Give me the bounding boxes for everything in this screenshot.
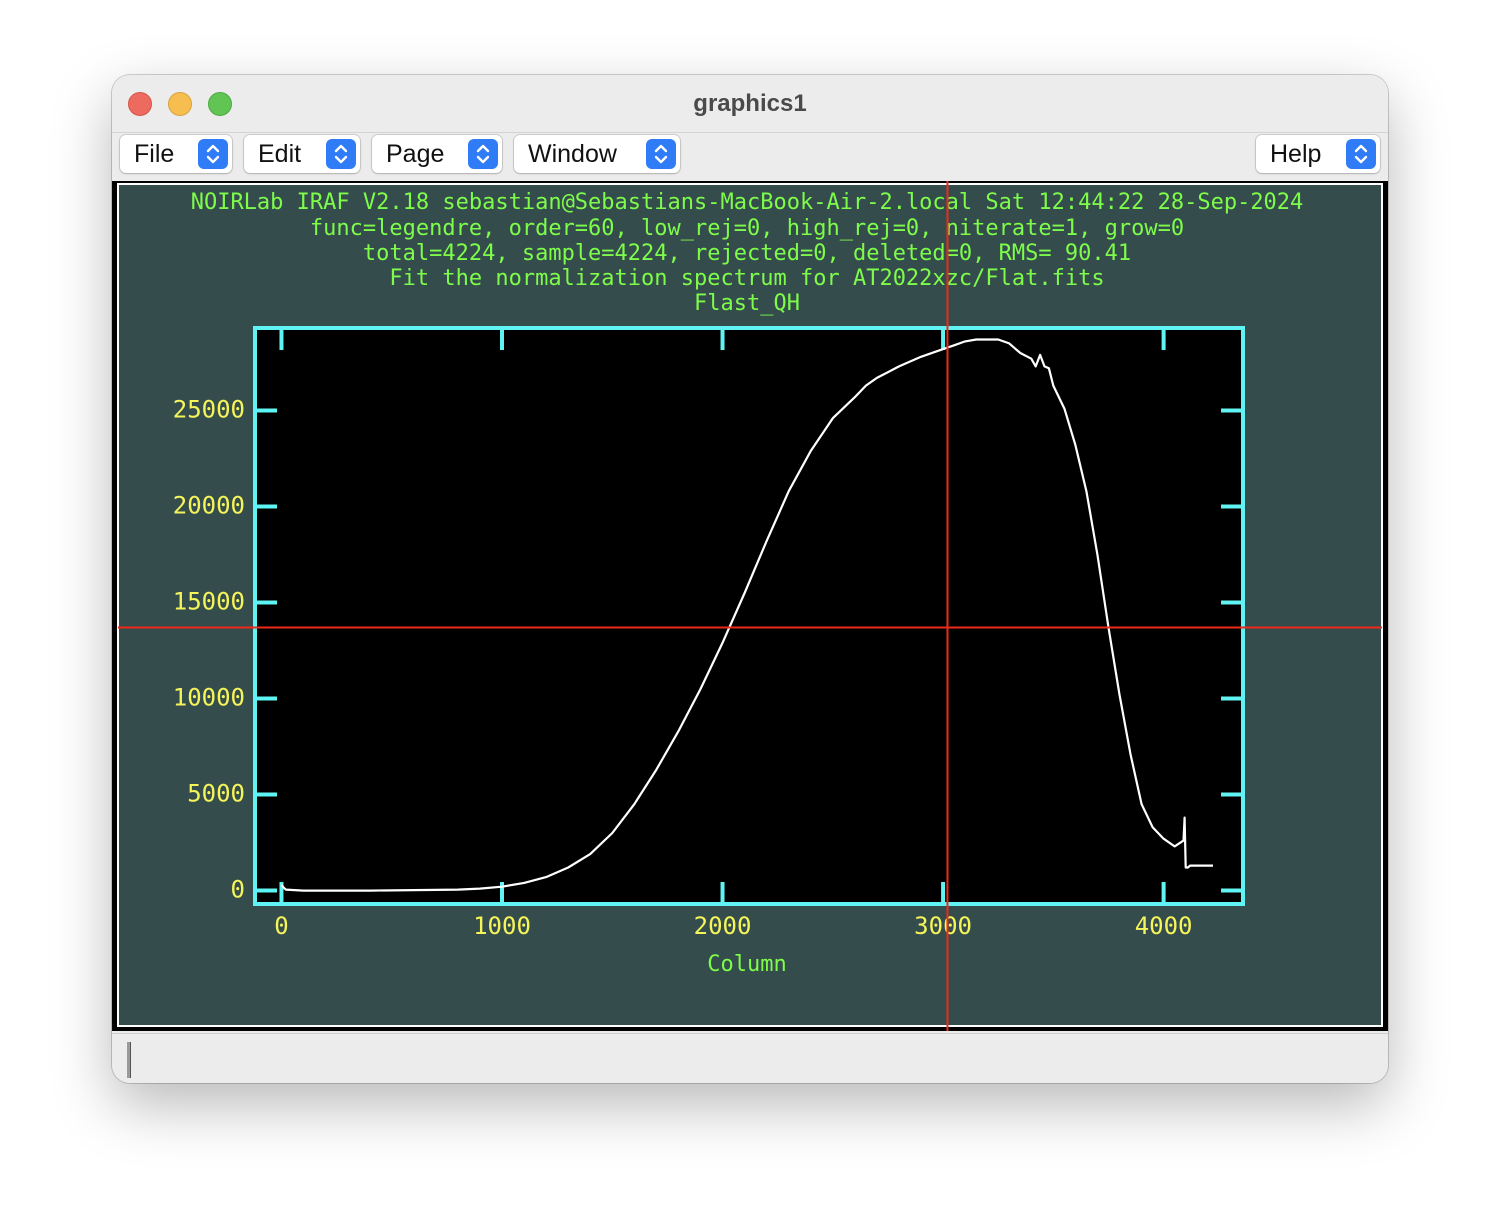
graphics-canvas[interactable]: NOIRLab IRAF V2.18 sebastian@Sebastians-… bbox=[112, 181, 1388, 1031]
status-bar[interactable] bbox=[112, 1033, 1388, 1083]
spectrum-curve bbox=[280, 338, 1213, 892]
plot-svg[interactable]: NOIRLab IRAF V2.18 sebastian@Sebastians-… bbox=[112, 181, 1388, 1031]
file-menu[interactable]: File bbox=[120, 135, 232, 173]
page-menu[interactable]: Page bbox=[372, 135, 502, 173]
window-title: graphics1 bbox=[693, 90, 807, 117]
x-tick-label: 4000 bbox=[1135, 912, 1193, 940]
y-tick-label: 5000 bbox=[187, 780, 245, 808]
y-tick-label: 10000 bbox=[173, 684, 245, 712]
plot-area bbox=[255, 328, 1243, 904]
graphics-window: graphics1 File Edit Page Window Help NOI… bbox=[112, 75, 1388, 1083]
updown-chevron-icon bbox=[468, 139, 498, 169]
tick-labels: 0 1000 2000 3000 4000 0 5000 10000 15000 20000 250… bbox=[173, 396, 1193, 940]
file-menu-label: File bbox=[134, 140, 175, 168]
plot-header-line: total=4224, sample=4224, rejected=0, del… bbox=[363, 241, 1131, 266]
axis-frame bbox=[253, 326, 1245, 906]
plot-header-line: func=legendre, order=60, low_rej=0, high… bbox=[310, 216, 1184, 241]
window-menu[interactable]: Window bbox=[514, 135, 680, 173]
edit-menu-label: Edit bbox=[258, 140, 302, 168]
y-tick-label: 25000 bbox=[173, 396, 245, 424]
edit-menu[interactable]: Edit bbox=[244, 135, 360, 173]
zoom-button[interactable] bbox=[208, 92, 232, 116]
x-tick-label: 3000 bbox=[914, 912, 972, 940]
updown-chevron-icon bbox=[326, 139, 356, 169]
y-tick-label: 15000 bbox=[173, 588, 245, 616]
x-tick-label: 1000 bbox=[473, 912, 531, 940]
help-menu[interactable]: Help bbox=[1256, 135, 1380, 173]
close-button[interactable] bbox=[128, 92, 152, 116]
axis-ticks bbox=[255, 328, 1243, 904]
x-axis-label: Column bbox=[707, 952, 786, 977]
text-cursor bbox=[127, 1042, 131, 1078]
x-tick-label: 2000 bbox=[694, 912, 752, 940]
updown-chevron-icon bbox=[1346, 139, 1376, 169]
updown-chevron-icon bbox=[646, 139, 676, 169]
plot-header-line: NOIRLab IRAF V2.18 sebastian@Sebastians-… bbox=[191, 190, 1304, 215]
plot-title: Flast_QH bbox=[694, 291, 800, 316]
x-tick-label: 0 bbox=[274, 912, 288, 940]
updown-chevron-icon bbox=[198, 139, 228, 169]
y-tick-label: 0 bbox=[231, 876, 245, 904]
page-menu-label: Page bbox=[386, 140, 445, 168]
title-bar[interactable]: graphics1 bbox=[112, 75, 1388, 133]
plot-header-line: Fit the normalization spectrum for AT202… bbox=[389, 266, 1104, 291]
minimize-button[interactable] bbox=[168, 92, 192, 116]
y-tick-label: 20000 bbox=[173, 492, 245, 520]
window-menu-label: Window bbox=[528, 140, 617, 168]
help-menu-label: Help bbox=[1270, 140, 1322, 168]
